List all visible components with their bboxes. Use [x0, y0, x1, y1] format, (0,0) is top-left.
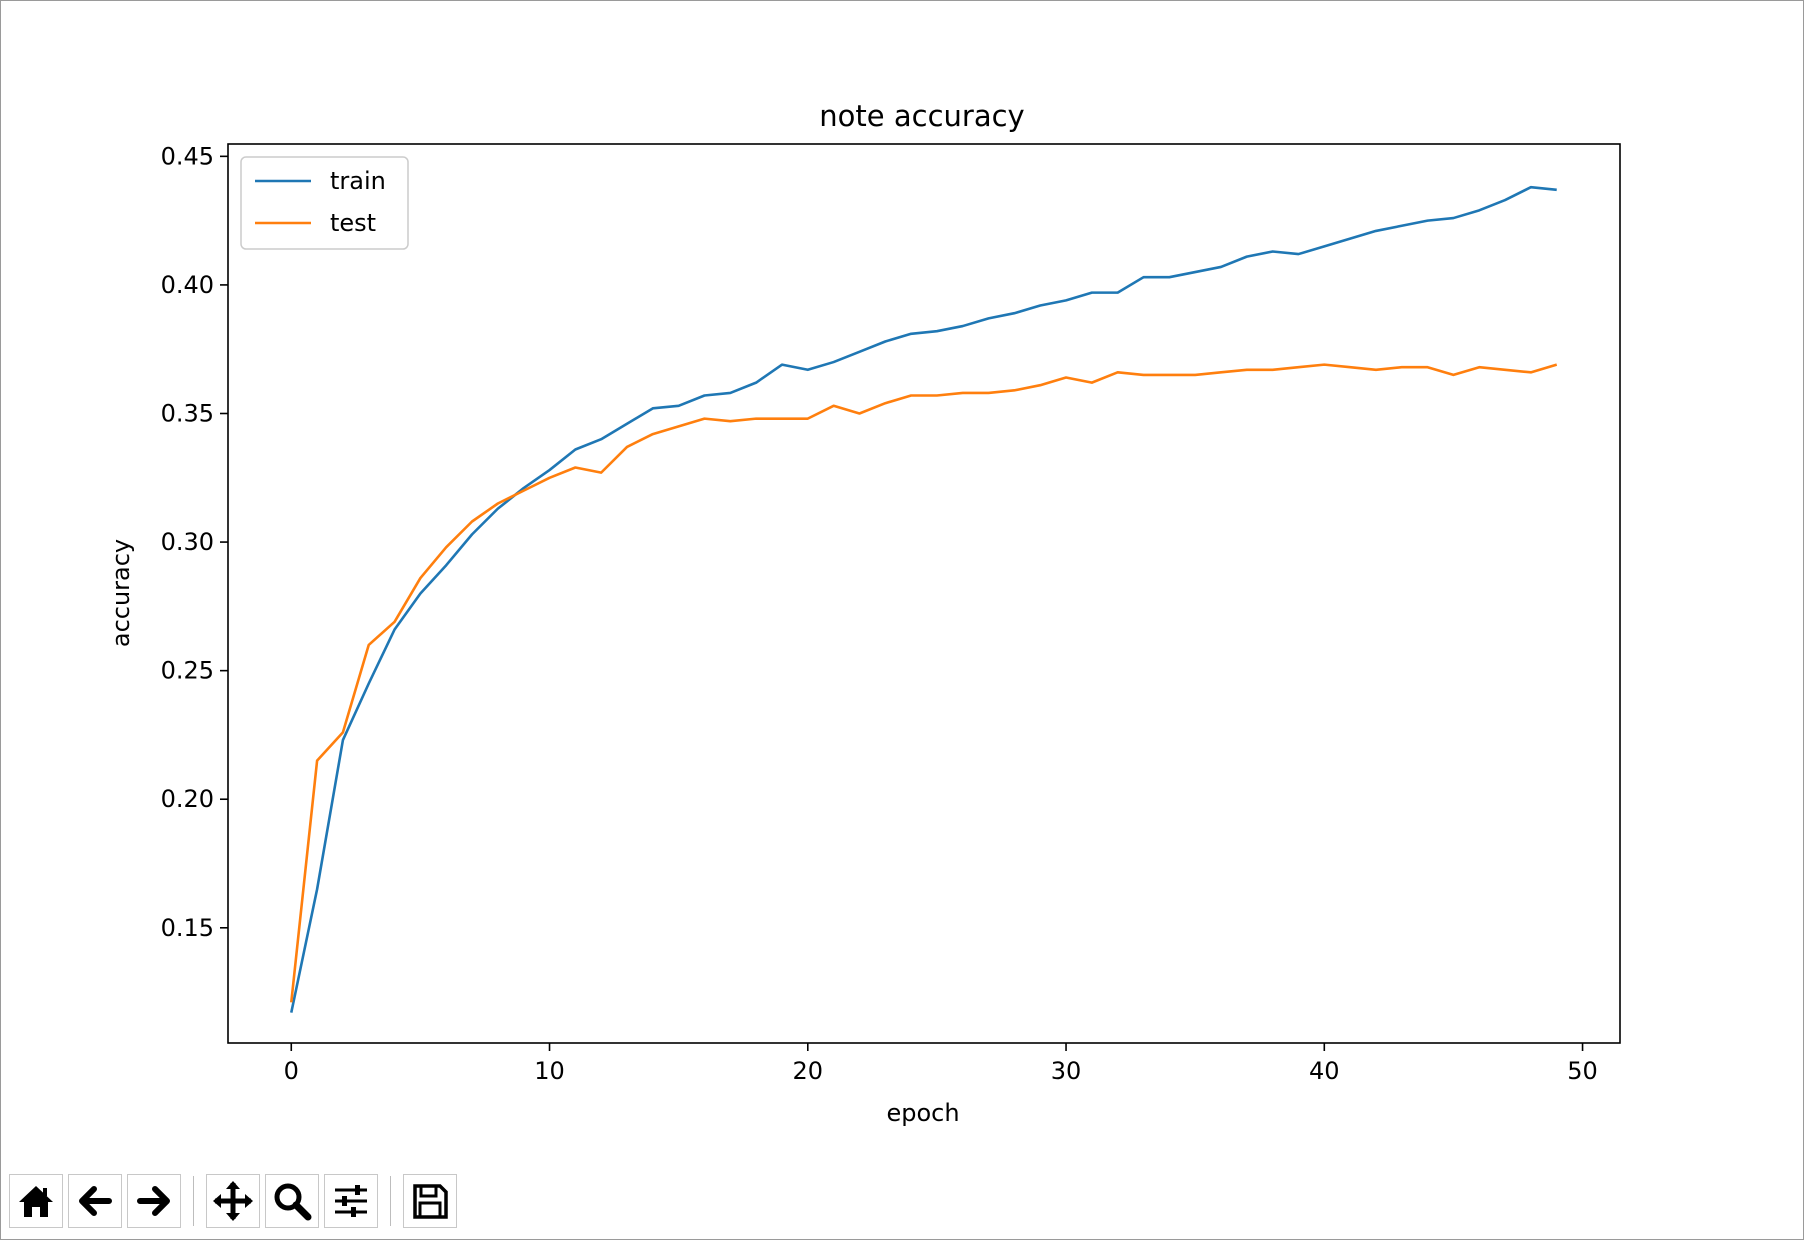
x-tick-label: 30: [1051, 1057, 1082, 1085]
configure-subplots-icon: [335, 1185, 367, 1217]
chart-marks: 0 10 20 30 40 50 0.15 0.20 0.25 0.30 0.35 0.40 0.45: [161, 142, 1598, 1085]
series-line-train: [289, 185, 1557, 1013]
home-icon: [19, 1186, 53, 1217]
back-arrow-icon: [79, 1186, 112, 1216]
x-tick-label: 0: [284, 1057, 299, 1085]
configure-subplots-button[interactable]: [324, 1174, 378, 1228]
legend-label-train: train: [330, 167, 386, 195]
back-button[interactable]: [68, 1174, 122, 1228]
y-tick-label: 0.45: [161, 142, 214, 170]
y-tick-label: 0.30: [161, 528, 214, 556]
x-tick-label: 40: [1309, 1057, 1340, 1085]
pan-icon: [213, 1181, 253, 1221]
toolbar-separator: [390, 1176, 391, 1226]
save-icon: [413, 1184, 448, 1219]
plot-area-frame: [227, 143, 1621, 1044]
chart-title: note accuracy: [819, 99, 1024, 133]
navigation-toolbar: [9, 1173, 462, 1229]
y-tick-label: 0.20: [161, 785, 214, 813]
x-tick-label: 10: [534, 1057, 565, 1085]
zoom-icon: [274, 1183, 312, 1221]
x-tick-label: 20: [793, 1057, 824, 1085]
y-axis-label: accuracy: [107, 539, 135, 647]
y-tick-label: 0.15: [161, 914, 214, 942]
x-axis-label: epoch: [886, 1099, 959, 1127]
legend: train test: [240, 156, 409, 250]
series-line-test: [289, 363, 1558, 1003]
forward-button[interactable]: [127, 1174, 181, 1228]
y-tick-label: 0.25: [161, 657, 214, 685]
chart-canvas: note accuracy epoch accuracy 0 10 20 30 40 50…: [107, 99, 1621, 1127]
zoom-button[interactable]: [265, 1174, 319, 1228]
legend-label-test: test: [330, 209, 376, 237]
forward-arrow-icon: [137, 1186, 170, 1216]
pan-button[interactable]: [206, 1174, 260, 1228]
save-button[interactable]: [403, 1174, 457, 1228]
x-tick-label: 50: [1567, 1057, 1598, 1085]
home-button[interactable]: [9, 1174, 63, 1228]
y-tick-label: 0.40: [161, 271, 214, 299]
y-tick-label: 0.35: [161, 399, 214, 427]
toolbar-separator: [193, 1176, 194, 1226]
